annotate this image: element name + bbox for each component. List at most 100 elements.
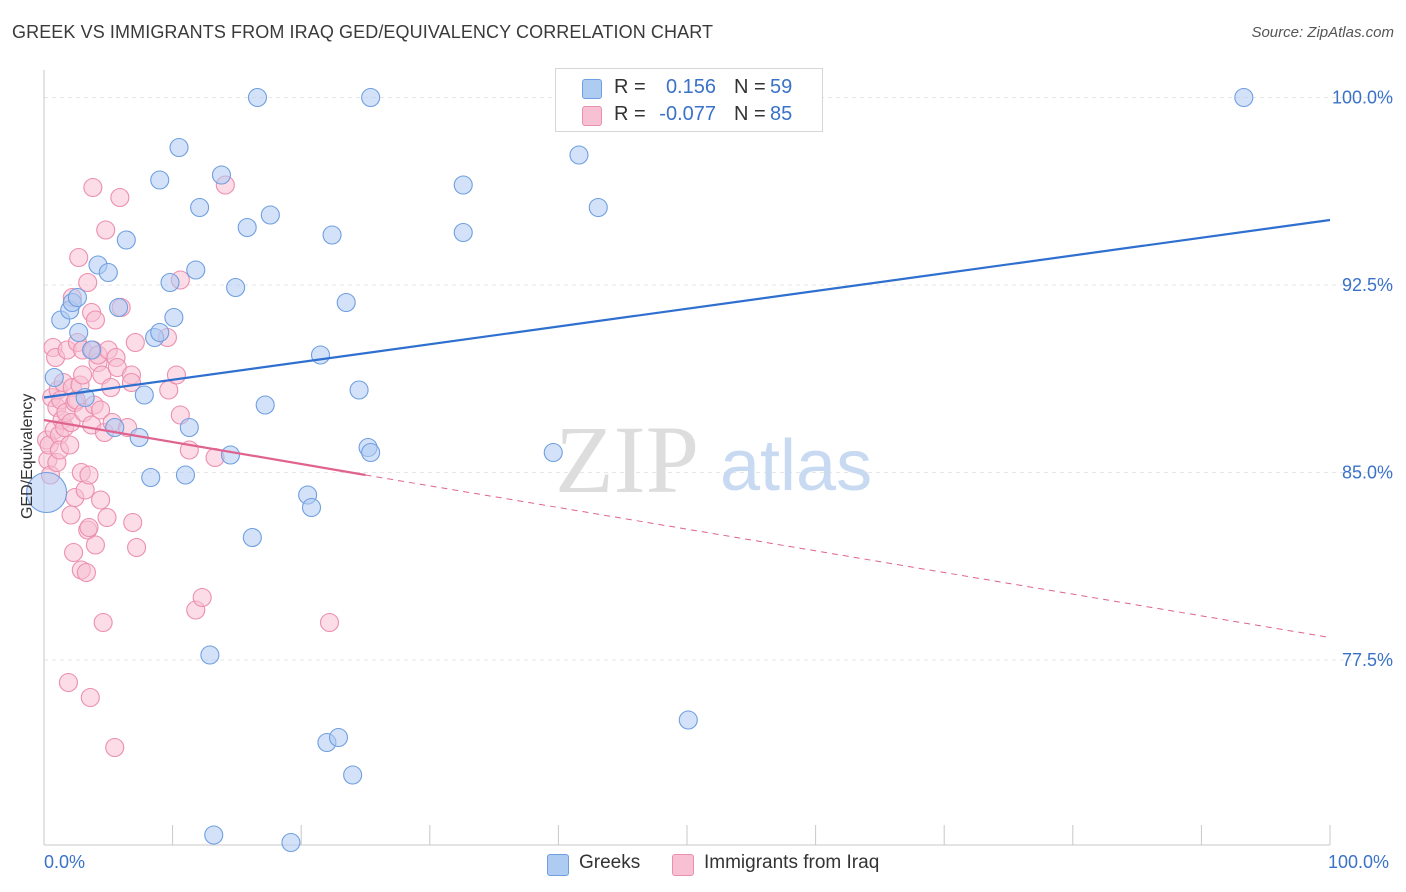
iraq-n-value: 85 xyxy=(770,103,793,125)
legend-iraq-label: Immigrants from Iraq xyxy=(704,852,880,873)
iraq-point xyxy=(85,310,105,330)
x-min-label: 0.0% xyxy=(44,852,86,872)
iraq-point xyxy=(60,435,80,455)
iraq-point xyxy=(97,507,117,528)
greeks-point xyxy=(543,442,563,463)
iraq-point xyxy=(58,672,78,693)
y-tick-label: 77.5% xyxy=(1342,650,1393,670)
greeks-n-label: N = xyxy=(734,76,766,98)
iraq-point xyxy=(96,220,116,240)
greeks-n-value: 59 xyxy=(770,76,793,98)
iraq-point xyxy=(61,505,81,525)
watermark: ZIP atlas xyxy=(555,406,872,513)
greeks-point xyxy=(169,137,189,158)
iraq-trend-line xyxy=(43,418,366,477)
iraq-point xyxy=(319,612,340,633)
iraq-point xyxy=(80,687,100,708)
iraq-n-label: N = xyxy=(734,103,766,125)
greeks-point xyxy=(678,710,698,730)
greeks-point xyxy=(200,645,220,665)
iraq-point xyxy=(64,542,84,563)
iraq-swatch xyxy=(582,106,602,126)
iraq-point xyxy=(79,517,99,538)
greeks-point xyxy=(301,497,322,518)
legend-greeks-label: Greeks xyxy=(579,852,641,873)
greeks-point xyxy=(141,467,161,488)
greeks-point xyxy=(116,230,136,250)
iraq-point xyxy=(110,187,130,208)
greeks-point xyxy=(1234,87,1254,108)
series-legend: Greeks Immigrants from Iraq xyxy=(0,852,1406,878)
greeks-r-value: 0.156 xyxy=(665,76,716,98)
legend-row-greeks: R = 0.156 N = 59 xyxy=(556,74,822,100)
trend-lines xyxy=(43,218,1331,638)
greeks-point xyxy=(67,287,87,308)
legend-iraq-swatch xyxy=(672,854,694,876)
iraq-point xyxy=(83,177,103,198)
greeks-point xyxy=(98,262,118,283)
iraq-r-value: -0.077 xyxy=(659,103,716,125)
greeks-point xyxy=(109,297,129,318)
greeks-point xyxy=(160,272,180,293)
iraq-r-label: R = xyxy=(614,103,646,125)
greeks-point xyxy=(361,87,381,108)
greeks-point xyxy=(82,340,102,360)
iraq-point xyxy=(93,612,113,633)
greeks-point xyxy=(44,367,64,388)
iraq-trend-extension xyxy=(365,474,1331,638)
greeks-point xyxy=(336,292,356,313)
greeks-point xyxy=(179,417,199,438)
greeks-point xyxy=(281,832,301,853)
series-greeks-points xyxy=(26,87,1254,853)
chart-title: GREEK VS IMMIGRANTS FROM IRAQ GED/EQUIVA… xyxy=(12,22,714,42)
greeks-point xyxy=(242,527,262,548)
greeks-point xyxy=(453,175,473,195)
greeks-point xyxy=(226,277,246,298)
y-tick-label: 100.0% xyxy=(1332,88,1393,108)
greeks-swatch xyxy=(582,79,602,99)
gridlines xyxy=(44,97,1392,661)
greeks-point xyxy=(255,395,275,415)
iraq-point xyxy=(127,537,147,558)
iraq-point xyxy=(78,272,98,293)
watermark-zip: ZIP xyxy=(555,406,699,513)
greeks-point xyxy=(190,197,210,218)
iraq-point xyxy=(125,332,145,353)
iraq-point xyxy=(123,512,143,533)
watermark-atlas: atlas xyxy=(720,426,872,506)
greeks-point xyxy=(361,442,381,463)
iraq-point xyxy=(73,365,93,385)
greeks-point xyxy=(453,222,473,243)
greeks-point xyxy=(237,217,257,238)
greeks-point xyxy=(349,380,369,400)
x-max-label: 100.0% xyxy=(1328,852,1390,872)
greeks-trend-line xyxy=(43,218,1331,399)
greeks-point xyxy=(569,145,589,165)
greeks-point xyxy=(260,205,280,225)
greeks-point xyxy=(322,225,342,245)
greeks-point xyxy=(150,322,170,343)
greeks-point xyxy=(175,465,196,485)
greeks-point xyxy=(204,825,224,845)
greeks-point xyxy=(186,260,206,280)
iraq-point xyxy=(105,737,125,758)
iraq-point xyxy=(166,365,187,385)
y-axis-label: GED/Equivalency xyxy=(19,393,36,519)
iraq-point xyxy=(91,400,111,420)
greeks-point xyxy=(220,445,241,465)
greeks-point xyxy=(211,165,232,185)
greeks-point xyxy=(328,727,349,748)
greeks-point xyxy=(164,307,184,328)
legend-row-iraq: R = -0.077 N = 85 xyxy=(556,101,822,127)
greeks-point xyxy=(69,322,89,343)
iraq-point xyxy=(85,535,105,555)
stats-legend: R = 0.156 N = 59 R = -0.077 N = 85 xyxy=(555,68,823,132)
y-tick-label: 85.0% xyxy=(1342,463,1393,483)
legend-greeks-swatch xyxy=(547,854,569,876)
greeks-point xyxy=(343,765,363,785)
greeks-r-label: R = xyxy=(614,76,646,98)
greeks-point xyxy=(588,197,608,218)
y-tick-label: 92.5% xyxy=(1342,275,1393,295)
iraq-point xyxy=(69,247,89,268)
